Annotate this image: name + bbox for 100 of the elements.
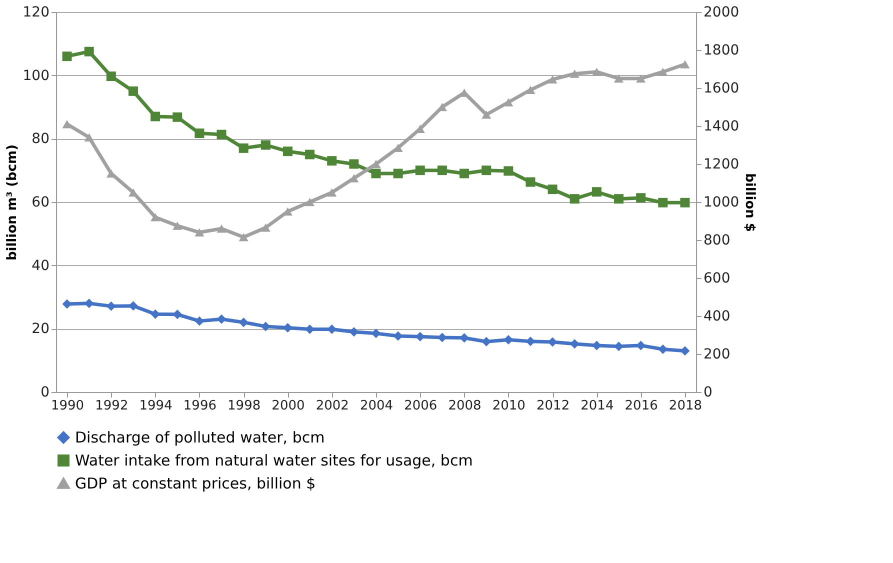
x-tick-label: 1994: [139, 398, 172, 414]
y-tick-label: 40: [32, 258, 50, 274]
x-tick-label: 2014: [580, 398, 614, 414]
point: [371, 168, 381, 178]
point: [238, 233, 248, 242]
point: [548, 75, 558, 84]
x-tick-label: 2006: [404, 398, 438, 414]
point: [327, 324, 337, 334]
x-tick-label: 2018: [668, 398, 702, 414]
point: [460, 333, 470, 343]
point: [614, 194, 624, 204]
point: [238, 143, 248, 153]
point: [216, 314, 226, 324]
point: [327, 156, 337, 166]
point: [592, 187, 602, 197]
point: [150, 213, 160, 222]
y2-tick-label: 1200: [704, 156, 740, 172]
x-tick-label: 1996: [183, 398, 216, 414]
y-tick-label: 20: [32, 321, 50, 338]
x-tick-label: 2004: [360, 398, 394, 414]
point: [636, 193, 646, 203]
point: [636, 340, 646, 350]
y-tick-label: 0: [40, 384, 50, 400]
point: [415, 332, 425, 342]
point: [327, 188, 337, 197]
point: [282, 322, 292, 332]
point: [172, 112, 182, 122]
point: [371, 328, 381, 338]
y2-tick-label: 0: [704, 384, 712, 400]
point: [84, 46, 94, 56]
legend-label: Discharge of polluted water, bcm: [75, 428, 325, 446]
x-tick-label: 2016: [624, 398, 658, 414]
point: [305, 198, 315, 206]
y2-tick-label: 1000: [704, 194, 740, 210]
point: [84, 133, 94, 142]
point: [437, 166, 447, 176]
point: [415, 166, 425, 176]
y-tick-label: 60: [32, 194, 50, 210]
x-tick-label: 2010: [492, 398, 526, 414]
point: [62, 52, 72, 62]
y2-tick-label: 400: [704, 308, 730, 324]
point: [62, 120, 72, 128]
point: [194, 228, 204, 237]
point: [658, 198, 668, 208]
point: [305, 150, 315, 160]
point: [526, 86, 536, 94]
point: [548, 184, 558, 194]
point: [238, 318, 248, 328]
x-tick-label: 2012: [536, 398, 570, 414]
point: [349, 174, 359, 182]
y-tick-label: 80: [32, 131, 50, 148]
y-tick-label: 120: [22, 4, 50, 20]
point: [570, 70, 580, 78]
x-tick-label: 2000: [272, 398, 305, 414]
point: [592, 68, 602, 76]
point: [614, 342, 624, 352]
x-tick-label: 2002: [316, 398, 349, 414]
point: [194, 128, 204, 138]
point: [482, 110, 492, 119]
x-tick-label: 1998: [228, 398, 261, 414]
point: [482, 166, 492, 176]
point: [680, 346, 690, 356]
point: [504, 98, 514, 106]
y2-tick-label: 200: [704, 346, 730, 362]
point: [570, 339, 580, 349]
y2-tick-label: 600: [704, 270, 730, 286]
point: [680, 198, 690, 208]
y2-tick-label: 2000: [704, 4, 740, 20]
point: [194, 316, 204, 326]
point: [658, 68, 668, 76]
point: [260, 322, 270, 332]
point: [216, 224, 226, 233]
legend-label: Water intake from natural water sites for usage, bcm: [75, 452, 473, 470]
point: [570, 194, 580, 204]
point: [106, 72, 116, 82]
point: [216, 130, 226, 140]
y2-axis-title: billion $: [742, 173, 758, 232]
y2-tick-label: 1400: [704, 118, 740, 134]
y-tick-label: 100: [22, 68, 50, 84]
point: [614, 74, 624, 83]
point: [526, 336, 536, 346]
point: [106, 301, 116, 311]
point: [282, 146, 292, 156]
legend-label: GDP at constant prices, billion $: [75, 474, 316, 492]
point: [128, 86, 138, 96]
point: [62, 299, 72, 309]
point: [172, 222, 182, 230]
point: [349, 159, 359, 169]
point: [150, 112, 160, 122]
point: [393, 168, 403, 178]
point: [260, 224, 270, 232]
y2-tick-label: 1800: [704, 42, 740, 58]
point: [482, 336, 492, 346]
x-tick-label: 2008: [448, 398, 482, 414]
point: [526, 177, 536, 187]
point: [680, 60, 690, 68]
point: [84, 298, 94, 308]
point: [260, 140, 270, 150]
y-axis-title: billion m³ (bcm): [4, 144, 20, 261]
x-tick-label: 1990: [50, 398, 84, 414]
